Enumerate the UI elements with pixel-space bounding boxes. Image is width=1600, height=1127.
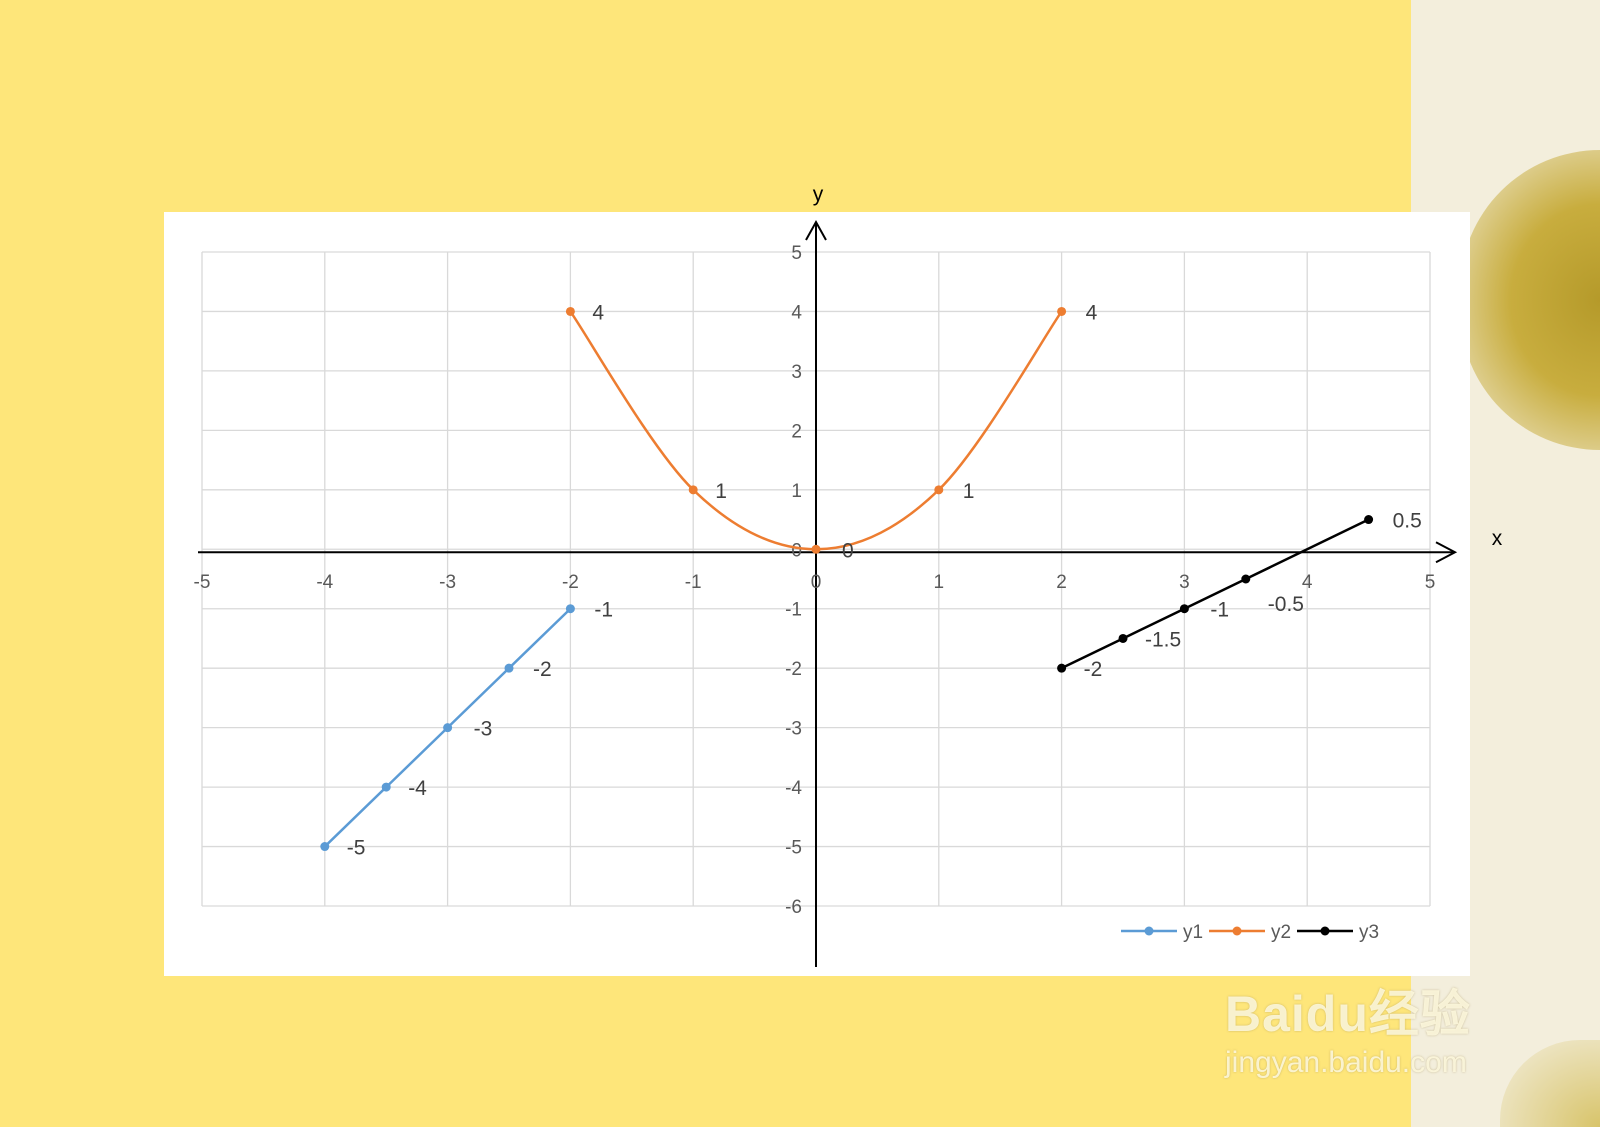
- y-tick-label: -2: [785, 659, 802, 680]
- y-tick-label: 0: [791, 540, 802, 561]
- data-point-y3: [1364, 515, 1374, 525]
- x-tick-label: 3: [1179, 572, 1190, 593]
- data-label-y1: -1: [594, 599, 613, 622]
- series-line-y3: [1061, 518, 1370, 670]
- data-point-y3: [1241, 574, 1251, 584]
- legend-label-y2: y2: [1271, 922, 1291, 943]
- y-tick-label: -3: [785, 719, 802, 740]
- data-point-y3: [1179, 604, 1189, 614]
- data-point-y3: [1057, 663, 1067, 673]
- data-label-y3: -1: [1210, 599, 1229, 622]
- data-label-y2: 1: [963, 480, 975, 503]
- data-label-y3: 0.5: [1393, 510, 1422, 533]
- y-tick-label: 2: [791, 421, 802, 442]
- x-tick-label: 1: [934, 572, 945, 593]
- data-label-y1: -2: [533, 658, 552, 681]
- y-tick-label: -4: [785, 778, 802, 799]
- data-label-y1: -3: [474, 718, 493, 741]
- data-label-y2: 4: [592, 301, 604, 324]
- y-tick-label: -6: [785, 897, 802, 918]
- legend-label-y1: y1: [1183, 922, 1203, 943]
- legend-marker-y1: [1144, 926, 1154, 936]
- y-tick-label: 5: [791, 243, 802, 264]
- data-label-y3: -2: [1084, 658, 1103, 681]
- x-axis-label: x: [1492, 527, 1503, 550]
- y-tick-label: 1: [791, 481, 802, 502]
- y-axis-arrow-icon: [805, 219, 827, 241]
- y-tick-label: 3: [791, 362, 802, 383]
- x-axis-arrow-icon: [1435, 541, 1458, 564]
- data-point-y1: [565, 604, 575, 614]
- legend-marker-y3: [1320, 926, 1330, 936]
- data-point-y3: [1118, 633, 1128, 643]
- data-label-y2: 4: [1086, 301, 1098, 324]
- data-point-y2: [688, 485, 698, 495]
- x-tick-label: -3: [439, 572, 456, 593]
- data-point-y2: [934, 485, 944, 495]
- data-point-y2: [1057, 306, 1067, 316]
- x-tick-label: -5: [194, 572, 211, 593]
- x-tick-label: 5: [1425, 572, 1436, 593]
- x-tick-label: -2: [562, 572, 579, 593]
- data-point-y1: [443, 723, 453, 733]
- data-label-y1: -4: [408, 777, 427, 800]
- legend-label-y3: y3: [1359, 922, 1379, 943]
- legend-marker-y2: [1232, 926, 1242, 936]
- data-point-y1: [504, 663, 514, 673]
- x-tick-label: 2: [1056, 572, 1067, 593]
- x-tick-label: 0: [811, 572, 822, 593]
- baidu-watermark: Baidu经验 jingyan.baidu.com: [1225, 986, 1471, 1079]
- data-label-y2: 1: [715, 480, 727, 503]
- data-point-y1: [381, 782, 391, 792]
- x-tick-label: -1: [685, 572, 702, 593]
- data-point-y1: [320, 842, 330, 852]
- data-point-y2: [565, 306, 575, 316]
- data-label-y3: -0.5: [1268, 593, 1304, 616]
- y-axis-label: y: [813, 183, 824, 206]
- x-tick-label: -4: [316, 572, 333, 593]
- x-tick-label: 4: [1302, 572, 1313, 593]
- y-tick-label: 4: [791, 302, 802, 323]
- data-point-y2: [811, 544, 821, 554]
- data-label-y2: 0: [842, 539, 854, 562]
- data-label-y3: -1.5: [1145, 628, 1181, 651]
- y-tick-label: -5: [785, 838, 802, 859]
- data-label-y1: -5: [347, 837, 366, 860]
- y-tick-label: -1: [785, 600, 802, 621]
